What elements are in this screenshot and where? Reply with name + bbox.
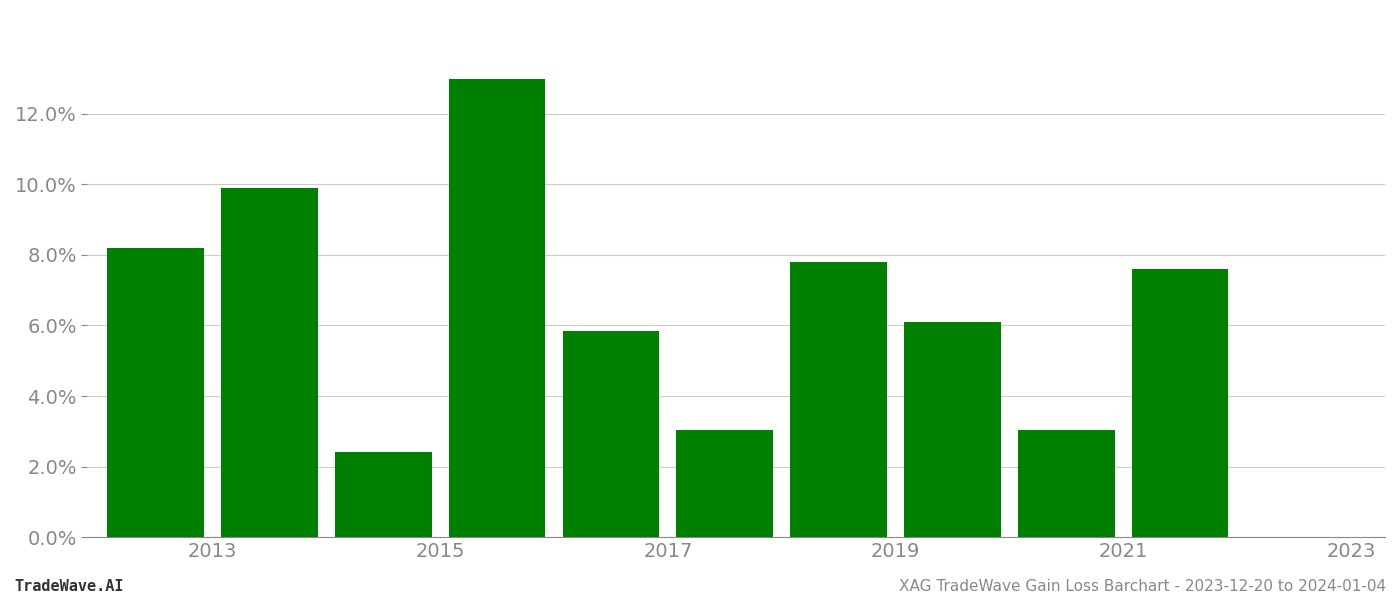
Bar [790,262,888,537]
Bar [449,79,546,537]
Bar [676,430,773,537]
Text: XAG TradeWave Gain Loss Barchart - 2023-12-20 to 2024-01-04: XAG TradeWave Gain Loss Barchart - 2023-… [899,579,1386,594]
Bar [221,188,318,537]
Bar [904,322,1001,537]
Bar [563,331,659,537]
Bar [1018,430,1114,537]
Bar [335,452,431,537]
Text: TradeWave.AI: TradeWave.AI [14,579,123,594]
Bar [1131,269,1228,537]
Bar [108,248,204,537]
